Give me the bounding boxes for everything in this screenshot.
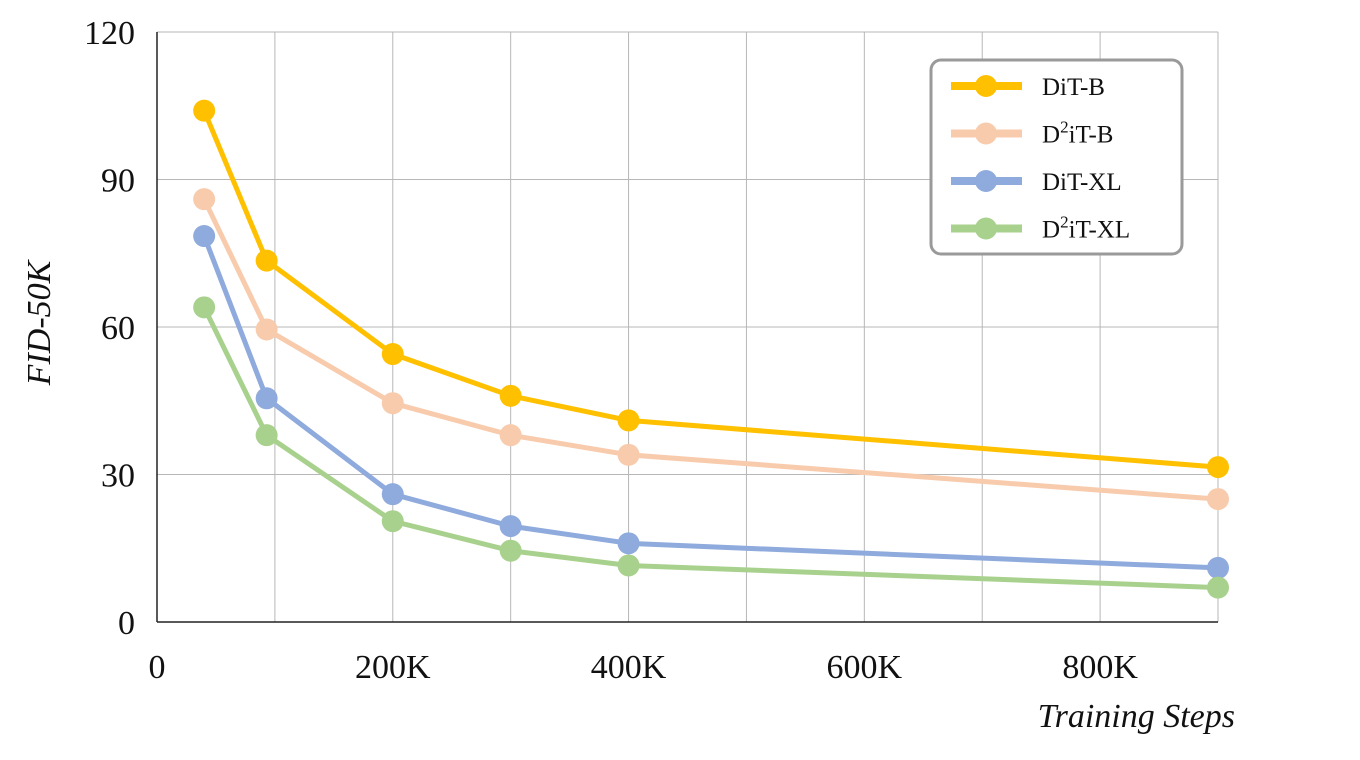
data-point	[193, 99, 216, 122]
data-point	[1207, 576, 1229, 599]
y-axis-title: FID-50K	[21, 258, 58, 386]
legend-swatch-marker	[975, 217, 997, 240]
data-point	[617, 443, 640, 466]
legend-swatch-marker	[975, 75, 997, 97]
data-point	[193, 225, 216, 248]
series-line	[201, 198, 1219, 502]
legend-label: D2iT-B	[1042, 118, 1113, 149]
data-point	[1207, 488, 1229, 511]
x-tick-label: 800K	[1062, 649, 1138, 686]
data-point	[193, 188, 216, 211]
y-tick-label: 60	[101, 310, 135, 347]
legend-label: DiT-B	[1042, 74, 1105, 101]
data-point	[499, 515, 522, 538]
series-lines	[193, 99, 1229, 599]
legend-box	[929, 58, 1184, 256]
data-point	[193, 296, 216, 319]
y-tick-label: 90	[101, 163, 135, 200]
series-3	[193, 296, 1229, 599]
legend-item: D2iT-XL	[951, 213, 1130, 244]
legend-swatch-marker	[975, 122, 997, 145]
legend-swatch-marker	[975, 170, 997, 192]
x-tick-label: 200K	[355, 649, 431, 686]
data-point	[255, 387, 278, 410]
data-point	[255, 249, 278, 272]
axes	[156, 32, 1218, 623]
data-point	[381, 343, 404, 366]
legend-item: DiT-XL	[951, 169, 1122, 196]
x-tick-label: 0	[149, 649, 166, 686]
series-line	[201, 306, 1219, 591]
series-0	[193, 99, 1229, 479]
data-point	[381, 392, 404, 415]
data-point	[1207, 456, 1229, 479]
data-point	[381, 510, 404, 533]
legend: DiT-B D2iT-B DiT-XL D2iT-XL	[929, 58, 1184, 256]
series-1	[193, 188, 1229, 511]
x-tick-label: 600K	[827, 649, 903, 686]
data-point	[499, 539, 522, 562]
x-axis-title: Training Steps	[1038, 698, 1235, 735]
legend-item: DiT-B	[951, 74, 1105, 101]
legend-label: D2iT-XL	[1042, 213, 1130, 244]
data-point	[499, 384, 522, 407]
x-tick-label: 400K	[591, 649, 667, 686]
legend-item: D2iT-B	[951, 118, 1113, 149]
series-line	[201, 235, 1219, 571]
data-point	[255, 424, 278, 447]
series-line	[201, 109, 1219, 470]
data-point	[381, 483, 404, 506]
y-tick-label: 30	[101, 458, 135, 495]
data-point	[617, 554, 640, 577]
legend-label: DiT-XL	[1042, 169, 1122, 196]
data-point	[617, 409, 640, 432]
data-point	[499, 424, 522, 447]
y-tick-label: 0	[118, 605, 135, 642]
series-2	[193, 225, 1229, 579]
data-point	[255, 318, 278, 341]
y-tick-label: 120	[84, 15, 135, 52]
data-point	[617, 532, 640, 555]
tick-labels: 0 30 60 90 120 0 200K 400K 600K 800K	[84, 15, 1138, 686]
data-point	[1207, 556, 1229, 579]
grid	[157, 31, 1219, 622]
